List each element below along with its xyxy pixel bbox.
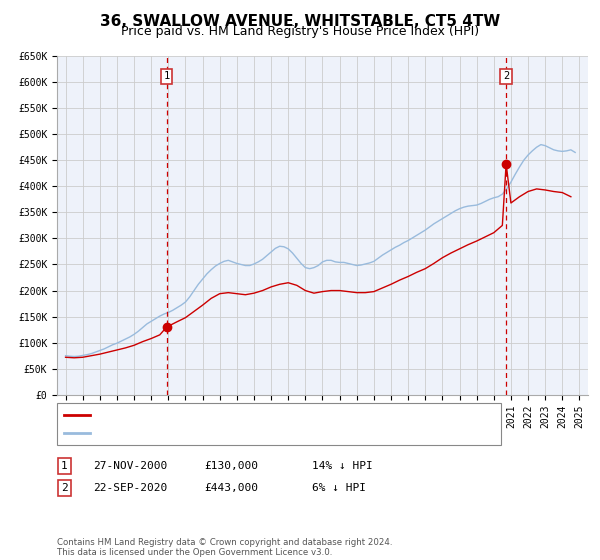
Text: 1: 1	[61, 461, 68, 471]
Text: 22-SEP-2020: 22-SEP-2020	[93, 483, 167, 493]
Text: HPI: Average price, detached house, Canterbury: HPI: Average price, detached house, Cant…	[94, 428, 382, 438]
Text: 2: 2	[503, 71, 509, 81]
Text: £130,000: £130,000	[204, 461, 258, 471]
Text: 36, SWALLOW AVENUE, WHITSTABLE, CT5 4TW: 36, SWALLOW AVENUE, WHITSTABLE, CT5 4TW	[100, 14, 500, 29]
Text: 1: 1	[164, 71, 170, 81]
Text: 14% ↓ HPI: 14% ↓ HPI	[312, 461, 373, 471]
Text: Contains HM Land Registry data © Crown copyright and database right 2024.
This d: Contains HM Land Registry data © Crown c…	[57, 538, 392, 557]
Text: 36, SWALLOW AVENUE, WHITSTABLE, CT5 4TW (detached house): 36, SWALLOW AVENUE, WHITSTABLE, CT5 4TW …	[94, 410, 444, 420]
Text: £443,000: £443,000	[204, 483, 258, 493]
Text: 2: 2	[61, 483, 68, 493]
Text: Price paid vs. HM Land Registry's House Price Index (HPI): Price paid vs. HM Land Registry's House …	[121, 25, 479, 38]
Text: 6% ↓ HPI: 6% ↓ HPI	[312, 483, 366, 493]
Text: 27-NOV-2000: 27-NOV-2000	[93, 461, 167, 471]
